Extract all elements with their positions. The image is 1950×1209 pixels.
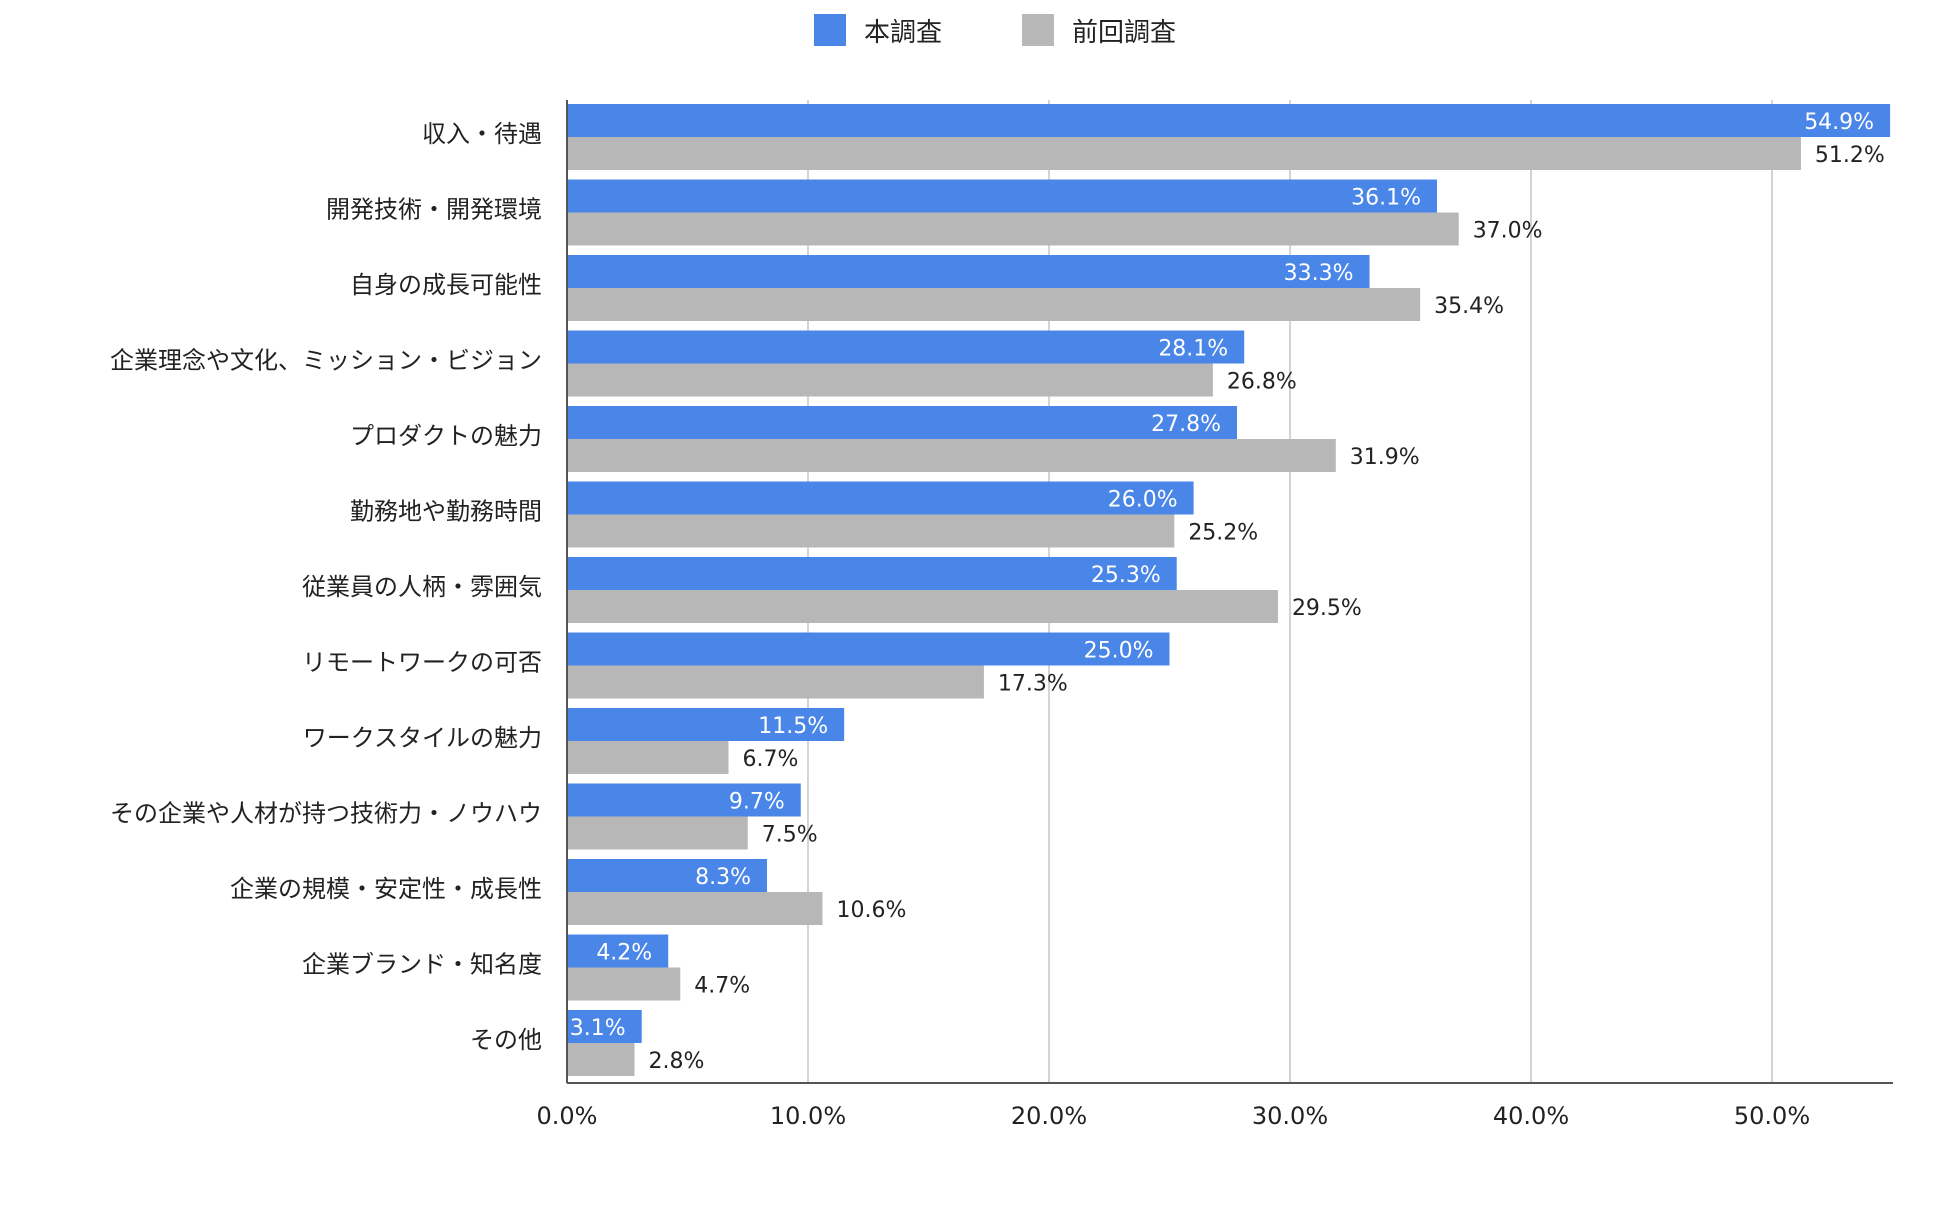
bar-current-4 bbox=[567, 406, 1237, 439]
category-label-7: リモートワークの可否 bbox=[302, 649, 542, 677]
legend-item-previous: 前回調査 bbox=[1022, 12, 1176, 49]
data-label-current-9: 9.7% bbox=[729, 790, 785, 815]
legend-swatch-current bbox=[813, 14, 846, 46]
category-label-0: 収入・待遇 bbox=[422, 120, 542, 148]
data-label-previous-12: 2.8% bbox=[648, 1049, 704, 1074]
bar-current-11 bbox=[567, 934, 669, 968]
bar-previous-10 bbox=[567, 892, 823, 925]
legend-item-current: 本調査 bbox=[813, 12, 942, 49]
category-label-4: プロダクトの魅力 bbox=[350, 422, 542, 450]
x-tick-label-2: 20.0% bbox=[1011, 1102, 1087, 1130]
category-label-12: その他 bbox=[470, 1026, 542, 1054]
data-label-current-4: 27.8% bbox=[1151, 412, 1221, 437]
bar-current-6 bbox=[567, 557, 1177, 590]
bar-current-10 bbox=[567, 859, 768, 892]
bar-previous-2 bbox=[567, 288, 1421, 321]
bar-current-8 bbox=[567, 708, 845, 741]
data-label-previous-0: 51.2% bbox=[1815, 143, 1885, 168]
bar-previous-7 bbox=[567, 665, 984, 699]
data-label-previous-2: 35.4% bbox=[1434, 294, 1504, 319]
category-label-6: 従業員の人柄・雰囲気 bbox=[302, 573, 542, 601]
bar-previous-8 bbox=[567, 741, 729, 774]
x-tick-label-4: 40.0% bbox=[1493, 1102, 1569, 1130]
category-label-11: 企業ブランド・知名度 bbox=[302, 951, 542, 979]
bar-previous-5 bbox=[567, 514, 1175, 548]
data-label-previous-11: 4.7% bbox=[694, 974, 750, 999]
data-label-current-0: 54.9% bbox=[1804, 110, 1874, 135]
category-label-3: 企業理念や文化、ミッション・ビジョン bbox=[110, 347, 542, 375]
bar-previous-12 bbox=[567, 1043, 635, 1076]
bar-current-12 bbox=[567, 1010, 642, 1043]
category-label-1: 開発技術・開発環境 bbox=[326, 196, 542, 224]
x-tick-label-0: 0.0% bbox=[537, 1102, 598, 1130]
legend-label-current: 本調査 bbox=[863, 17, 942, 48]
bar-previous-9 bbox=[567, 816, 748, 850]
x-tick-label-5: 50.0% bbox=[1734, 1102, 1810, 1130]
category-label-2: 自身の成長可能性 bbox=[350, 271, 542, 299]
bar-current-1 bbox=[567, 179, 1438, 213]
chart-legend: 本調査 前回調査 bbox=[0, 10, 1950, 50]
bar-previous-0 bbox=[567, 137, 1801, 170]
bar-current-5 bbox=[567, 481, 1194, 515]
data-label-previous-10: 10.6% bbox=[836, 898, 906, 923]
data-label-previous-1: 37.0% bbox=[1473, 219, 1543, 244]
data-label-previous-7: 17.3% bbox=[998, 672, 1068, 697]
x-tick-label-3: 30.0% bbox=[1252, 1102, 1328, 1130]
data-label-previous-6: 29.5% bbox=[1292, 596, 1362, 621]
data-label-previous-9: 7.5% bbox=[762, 823, 818, 848]
category-label-10: 企業の規模・安定性・成長性 bbox=[230, 875, 542, 903]
legend-label-previous: 前回調査 bbox=[1072, 17, 1177, 48]
category-label-9: その企業や人材が持つ技術力・ノウハウ bbox=[110, 800, 542, 828]
data-label-previous-3: 26.8% bbox=[1227, 370, 1297, 395]
data-label-previous-5: 25.2% bbox=[1188, 521, 1258, 546]
x-tick-label-1: 10.0% bbox=[770, 1102, 846, 1130]
bar-previous-1 bbox=[567, 212, 1459, 246]
category-label-8: ワークスタイルの魅力 bbox=[303, 724, 542, 752]
data-label-current-1: 36.1% bbox=[1351, 186, 1421, 211]
data-label-previous-8: 6.7% bbox=[742, 747, 798, 772]
data-label-current-3: 28.1% bbox=[1158, 337, 1228, 362]
data-label-current-6: 25.3% bbox=[1091, 563, 1161, 588]
data-label-current-12: 3.1% bbox=[570, 1016, 626, 1041]
category-label-5: 勤務地や勤務時間 bbox=[350, 498, 542, 526]
bar-previous-3 bbox=[567, 363, 1213, 397]
data-label-current-2: 33.3% bbox=[1284, 261, 1354, 286]
data-label-current-7: 25.0% bbox=[1084, 639, 1154, 664]
bar-current-3 bbox=[567, 330, 1245, 364]
bar-previous-4 bbox=[567, 439, 1336, 472]
bar-current-7 bbox=[567, 632, 1170, 666]
data-label-current-10: 8.3% bbox=[695, 865, 751, 890]
data-label-current-5: 26.0% bbox=[1108, 488, 1178, 513]
data-label-current-11: 4.2% bbox=[596, 941, 652, 966]
legend-swatch-previous bbox=[1022, 14, 1054, 46]
bar-current-2 bbox=[567, 255, 1370, 288]
bar-current-0 bbox=[567, 104, 1891, 137]
data-label-current-8: 11.5% bbox=[758, 714, 828, 739]
bar-previous-6 bbox=[567, 590, 1278, 623]
data-label-previous-4: 31.9% bbox=[1350, 445, 1420, 470]
bar-current-9 bbox=[567, 783, 801, 817]
bar-previous-11 bbox=[567, 967, 681, 1001]
